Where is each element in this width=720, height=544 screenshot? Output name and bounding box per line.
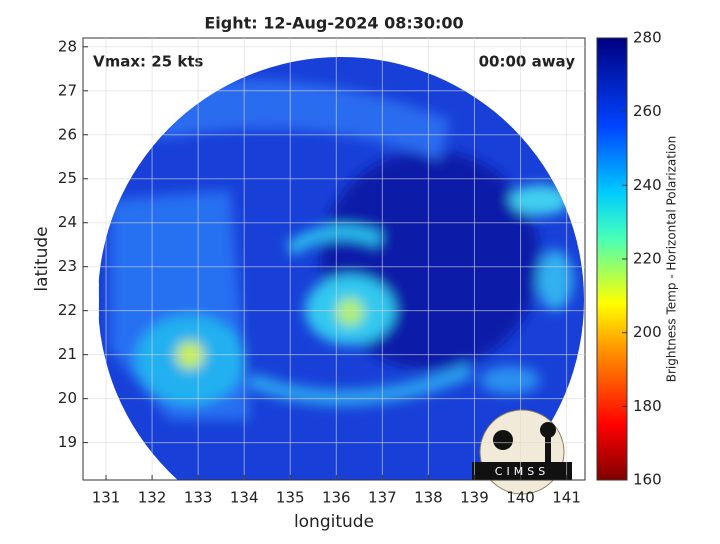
y-axis-label: latitude (32, 226, 52, 291)
x-tick-label: 139 (460, 489, 489, 507)
y-tick-label: 27 (58, 81, 77, 99)
annotation: Vmax: 25 kts (93, 53, 203, 71)
x-tick-label: 133 (184, 489, 213, 507)
axes-frame (82, 37, 586, 481)
y-tick-label: 24 (58, 213, 77, 231)
colorbar-tick-label: 220 (633, 250, 662, 268)
x-tick-label: 131 (92, 489, 121, 507)
colorbar-tick-label: 260 (633, 102, 662, 120)
x-tick-label: 138 (414, 489, 443, 507)
colorbar-tick-label: 240 (633, 176, 662, 194)
x-tick-label: 137 (368, 489, 397, 507)
logo: CIMSS (472, 409, 572, 495)
colorbar-tick-label: 280 (633, 29, 662, 47)
x-tick-label: 141 (552, 489, 581, 507)
y-tick-label: 23 (58, 257, 77, 275)
colorbar-tick-label: 200 (633, 323, 662, 341)
annotation: 00:00 away (479, 53, 576, 71)
colorbar-label: Brightness Temp - Horizontal Polarizatio… (665, 136, 679, 383)
y-tick-label: 22 (58, 301, 77, 319)
x-tick-label: 136 (322, 489, 351, 507)
x-tick-label: 140 (506, 489, 535, 507)
colorbar-tick-label: 160 (633, 471, 662, 489)
y-tick-label: 20 (58, 389, 77, 407)
x-tick-label: 135 (276, 489, 305, 507)
chart-title: Eight: 12-Aug-2024 08:30:00 (204, 14, 463, 33)
x-axis-label: longitude (294, 512, 374, 532)
y-tick-label: 28 (58, 37, 77, 55)
colorbar-tick-label: 180 (633, 397, 662, 415)
y-tick-label: 21 (58, 345, 77, 363)
x-tick-label: 134 (230, 489, 259, 507)
image-field (98, 57, 584, 480)
y-tick-label: 19 (58, 433, 77, 451)
logo-text: CIMSS (495, 465, 549, 478)
x-tick-label: 132 (138, 489, 167, 507)
y-tick-label: 25 (58, 169, 77, 187)
y-tick-label: 26 (58, 125, 77, 143)
